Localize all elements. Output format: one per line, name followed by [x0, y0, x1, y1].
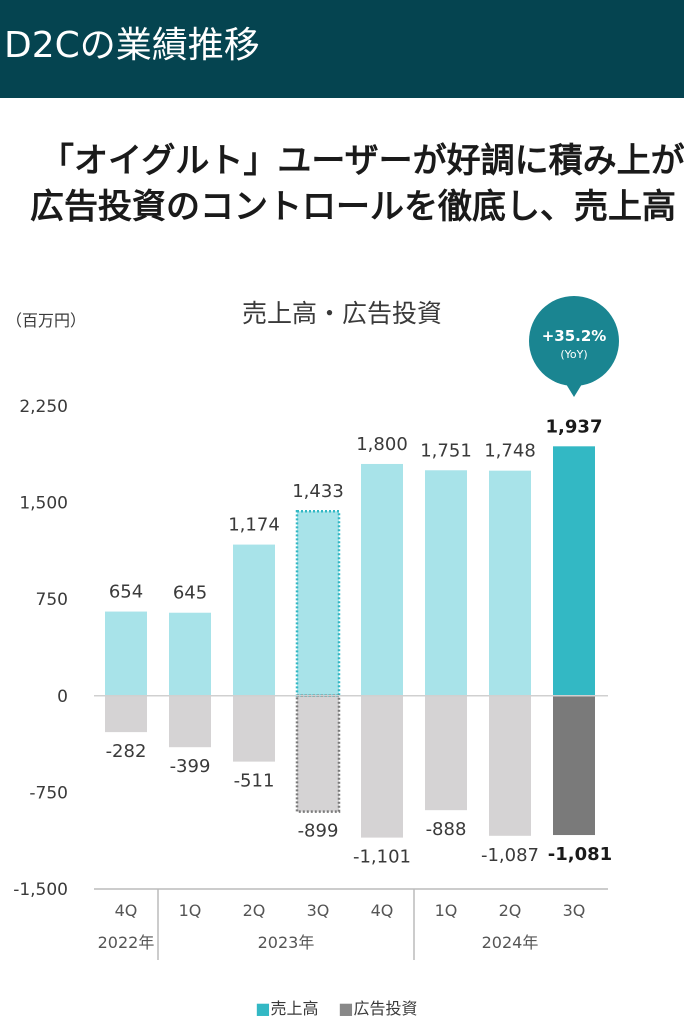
x-tick-label: 1Q — [435, 901, 458, 920]
dashed-outline-sales — [295, 509, 341, 698]
ad-bar — [169, 695, 211, 748]
y-tick-label: -1,500 — [13, 880, 68, 900]
ad-data-label: -282 — [106, 741, 147, 762]
sales-data-label: 1,174 — [228, 515, 280, 536]
ad-bar — [553, 695, 595, 836]
sales-data-label: 1,751 — [420, 440, 472, 461]
ad-bar — [489, 695, 531, 836]
page-title: D2Cの業績推移 — [4, 25, 260, 66]
y-tick-label: 0 — [57, 687, 68, 707]
ad-bar — [233, 695, 275, 762]
x-tick-label: 2Q — [243, 901, 266, 920]
ad-bar — [105, 695, 147, 733]
sales-bar — [105, 611, 147, 696]
ad-data-label: -899 — [298, 821, 339, 842]
yoy-badge-pointer — [566, 384, 582, 397]
x-tick-label: 3Q — [563, 901, 586, 920]
legend-ad: ■広告投資 — [338, 999, 417, 1018]
year-label: 2024年 — [482, 933, 539, 952]
ad-bar — [297, 695, 339, 812]
ad-data-label: -1,101 — [353, 847, 411, 868]
sales-bar — [489, 470, 531, 696]
page-header: D2Cの業績推移 — [0, 0, 684, 98]
headline: 「オイグルト」ユーザーが好調に積み上が 広告投資のコントロールを徹底し、売上高 — [0, 132, 684, 232]
x-tick-label: 2Q — [499, 901, 522, 920]
sales-bar — [233, 544, 275, 696]
x-tick-label: 1Q — [179, 901, 202, 920]
y-tick-label: 750 — [36, 590, 68, 610]
sales-data-label: 1,748 — [484, 441, 536, 462]
headline-line-2: 広告投資のコントロールを徹底し、売上高 — [30, 187, 676, 227]
y-tick-label: 2,250 — [19, 397, 68, 417]
sales-bar — [425, 470, 467, 696]
y-tick-label: -750 — [29, 783, 68, 803]
sales-data-label: 645 — [173, 583, 207, 604]
sales-bar — [361, 463, 403, 696]
legend-sales: ■売上高 — [255, 999, 318, 1018]
x-tick-label: 4Q — [371, 901, 394, 920]
ad-data-label: -1,081 — [548, 844, 612, 865]
ad-bar — [425, 695, 467, 811]
x-tick-label: 3Q — [307, 901, 330, 920]
year-label: 2023年 — [258, 933, 315, 952]
headline-line-1: 「オイグルト」ユーザーが好調に積み上が — [40, 141, 684, 181]
ad-data-label: -511 — [234, 771, 275, 792]
y-tick-label: 1,500 — [19, 494, 68, 514]
sales-bar — [553, 446, 595, 696]
ad-data-label: -888 — [426, 819, 467, 840]
yoy-value: +35.2% — [542, 327, 607, 345]
ad-bar — [361, 695, 403, 838]
year-label: 2022年 — [98, 933, 155, 952]
yoy-sub: (YoY) — [560, 348, 587, 361]
ad-data-label: -1,087 — [481, 845, 539, 866]
chart-title: 売上高・広告投資 — [242, 299, 442, 328]
x-tick-label: 4Q — [115, 901, 138, 920]
sales-data-label: 1,800 — [356, 434, 408, 455]
ad-data-label: -399 — [170, 756, 211, 777]
sales-data-label: 1,937 — [546, 416, 603, 437]
sales-bar — [297, 511, 339, 696]
yoy-badge — [529, 296, 619, 386]
unit-label: （百万円） — [6, 311, 86, 330]
sales-data-label: 654 — [109, 582, 143, 603]
sales-data-label: 1,433 — [292, 481, 344, 502]
sales-bar — [169, 612, 211, 696]
